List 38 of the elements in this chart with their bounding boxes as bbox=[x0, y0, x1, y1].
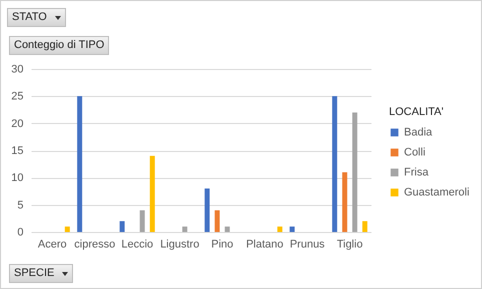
bar bbox=[277, 226, 282, 232]
bar bbox=[77, 96, 82, 232]
bar bbox=[182, 226, 188, 232]
bar bbox=[120, 221, 125, 232]
y-tick-label: 0 bbox=[17, 226, 24, 238]
bar bbox=[204, 188, 210, 232]
y-tick-label: 25 bbox=[11, 90, 24, 103]
legend-label: Guastameroli bbox=[404, 186, 470, 198]
y-tick-label: 20 bbox=[11, 118, 24, 130]
x-tick-label: cipresso bbox=[74, 238, 116, 250]
bar bbox=[150, 156, 155, 232]
x-tick-label: Prunus bbox=[290, 238, 326, 250]
bar bbox=[352, 112, 358, 232]
bar bbox=[342, 172, 348, 232]
x-tick-label: Pino bbox=[211, 238, 234, 250]
bar bbox=[332, 96, 338, 232]
legend-label: Badia bbox=[404, 126, 434, 138]
bar bbox=[290, 226, 295, 232]
legend-title: LOCALITA' bbox=[389, 106, 444, 118]
legend-label: Frisa bbox=[404, 166, 430, 178]
chart-title: STATO bbox=[12, 10, 47, 25]
y-tick-label: 10 bbox=[11, 172, 24, 184]
bar bbox=[362, 221, 368, 232]
y-axis-title: Conteggio di TIPO bbox=[14, 38, 104, 53]
y-tick-label: 15 bbox=[11, 145, 24, 157]
x-tick-label: Platano bbox=[246, 238, 284, 250]
x-axis-title: SPECIE bbox=[14, 266, 54, 281]
legend-label: Colli bbox=[404, 146, 426, 158]
x-tick-label: Leccio bbox=[121, 238, 154, 250]
bar bbox=[64, 226, 70, 232]
bar bbox=[140, 210, 145, 232]
bar bbox=[224, 226, 230, 232]
x-tick-label: Tiglio bbox=[336, 238, 363, 250]
x-tick-label: Acero bbox=[38, 238, 67, 250]
y-tick-label: 5 bbox=[17, 199, 24, 212]
x-tick-label: Ligustro bbox=[160, 238, 200, 250]
y-tick-label: 30 bbox=[11, 64, 24, 76]
bar bbox=[214, 210, 220, 232]
